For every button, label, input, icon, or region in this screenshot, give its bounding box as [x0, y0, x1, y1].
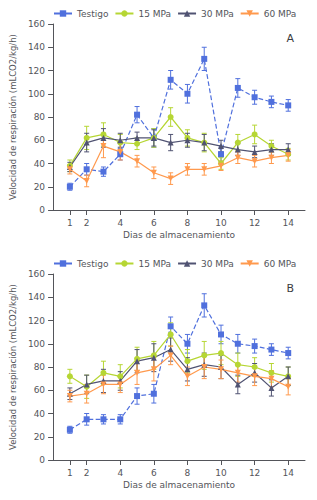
svg-text:60: 60: [34, 135, 46, 145]
svg-text:1: 1: [67, 218, 73, 228]
svg-text:30 MPa: 30 MPa: [201, 259, 234, 269]
svg-text:2: 2: [84, 468, 90, 478]
svg-text:Dias de almacenamiento: Dias de almacenamiento: [123, 480, 236, 490]
svg-text:10: 10: [215, 218, 227, 228]
svg-text:140: 140: [28, 292, 45, 302]
svg-text:160: 160: [28, 269, 45, 279]
svg-text:4: 4: [117, 468, 123, 478]
svg-text:80: 80: [34, 112, 46, 122]
svg-text:60: 60: [34, 385, 46, 395]
svg-text:1: 1: [67, 468, 73, 478]
svg-text:4: 4: [117, 218, 123, 228]
svg-text:140: 140: [28, 42, 45, 52]
svg-text:40: 40: [34, 409, 46, 419]
svg-text:A: A: [286, 32, 294, 45]
svg-text:120: 120: [28, 316, 45, 326]
svg-text:Velocidad de respiración (mLCO: Velocidad de respiración (mLCO2/kg/h): [8, 34, 18, 200]
svg-text:100: 100: [28, 89, 45, 99]
svg-text:6: 6: [151, 468, 157, 478]
svg-text:160: 160: [28, 19, 45, 29]
svg-text:Testigo: Testigo: [76, 259, 109, 269]
svg-text:14: 14: [282, 218, 294, 228]
svg-text:80: 80: [34, 362, 46, 372]
svg-text:60 MPa: 60 MPa: [264, 259, 297, 269]
svg-text:12: 12: [249, 468, 260, 478]
svg-text:8: 8: [185, 218, 191, 228]
svg-text:20: 20: [34, 182, 46, 192]
svg-text:8: 8: [185, 468, 191, 478]
svg-text:40: 40: [34, 159, 46, 169]
svg-text:60 MPa: 60 MPa: [264, 9, 297, 19]
svg-text:Velocidad de respiración (mLCO: Velocidad de respiración (mLCO2/kg/h): [8, 284, 18, 450]
svg-text:2: 2: [84, 218, 90, 228]
svg-text:0: 0: [39, 455, 45, 465]
svg-text:10: 10: [215, 468, 227, 478]
svg-text:14: 14: [282, 468, 294, 478]
svg-text:12: 12: [249, 218, 260, 228]
svg-text:100: 100: [28, 339, 45, 349]
svg-text:30 MPa: 30 MPa: [201, 9, 234, 19]
svg-text:B: B: [286, 282, 294, 295]
svg-text:Testigo: Testigo: [76, 9, 109, 19]
svg-text:15 MPa: 15 MPa: [138, 259, 171, 269]
svg-text:20: 20: [34, 432, 46, 442]
svg-text:6: 6: [151, 218, 157, 228]
svg-text:0: 0: [39, 205, 45, 215]
svg-text:120: 120: [28, 66, 45, 76]
svg-text:15 MPa: 15 MPa: [138, 9, 171, 19]
svg-text:Dias de almacenamiento: Dias de almacenamiento: [123, 230, 236, 240]
